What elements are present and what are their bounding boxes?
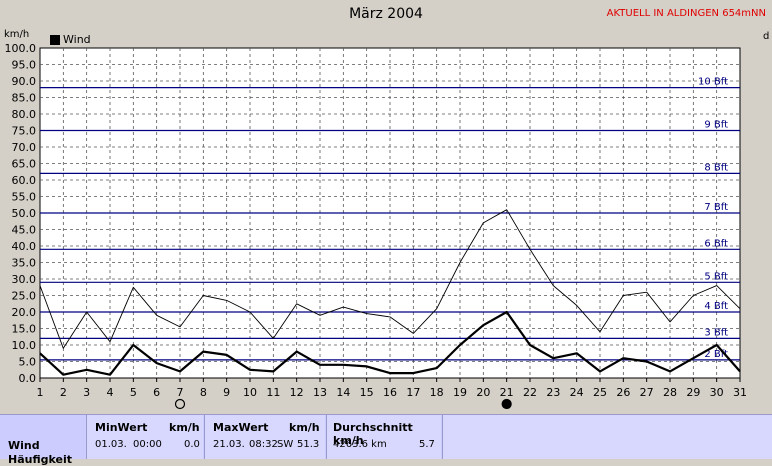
x-tick-label: 14	[336, 386, 350, 399]
avg-distance: 4263.6 km	[333, 439, 387, 450]
y-tick-label: 100.0	[5, 42, 37, 55]
full-moon-icon	[174, 398, 186, 410]
legend: Wind	[50, 33, 91, 46]
y-tick-label: 20.0	[12, 306, 37, 319]
max-date: 21.03.	[213, 439, 245, 450]
min-time: 00:00	[133, 439, 162, 450]
x-tick-label: 2	[60, 386, 67, 399]
x-tick-label: 21	[500, 386, 514, 399]
y-tick-label: 95.0	[12, 59, 37, 72]
y-tick-label: 25.0	[12, 290, 37, 303]
x-tick-label: 27	[640, 386, 654, 399]
x-tick-label: 3	[83, 386, 90, 399]
beaufort-label: 7 Bft	[704, 202, 728, 213]
beaufort-label: 10 Bft	[698, 77, 728, 88]
beaufort-label: 2 Bft	[704, 349, 728, 360]
max-time: 08:32	[249, 439, 278, 450]
y-tick-label: 0.0	[19, 372, 37, 385]
y-tick-label: 35.0	[12, 257, 37, 270]
x-tick-label: 7	[177, 386, 184, 399]
x-tick-label: 23	[546, 386, 560, 399]
x-tick-label: 24	[570, 386, 584, 399]
avg-value: 5.7	[419, 439, 435, 450]
stats-row-label: Wind	[8, 439, 40, 452]
x-tick-label: 8	[200, 386, 207, 399]
x-tick-label: 16	[383, 386, 397, 399]
x-tick-label: 13	[313, 386, 327, 399]
y-tick-label: 65.0	[12, 158, 37, 171]
max-direction: SW	[277, 439, 294, 450]
x-tick-label: 6	[153, 386, 160, 399]
y-tick-label: 55.0	[12, 191, 37, 204]
y-tick-label: 30.0	[12, 273, 37, 286]
x-tick-label: 18	[430, 386, 444, 399]
beaufort-label: 4 Bft	[704, 301, 728, 312]
stats-panel: Wind Häufigkeit MinWert km/h 01.03. 00:0…	[0, 414, 772, 466]
y-tick-label: 70.0	[12, 141, 37, 154]
x-tick-label: 25	[593, 386, 607, 399]
x-tick-label: 28	[663, 386, 677, 399]
y-axis-unit: km/h	[4, 29, 30, 40]
right-axis-label: d	[763, 31, 770, 42]
wind-average-line	[39, 310, 741, 376]
x-tick-label: 29	[686, 386, 700, 399]
x-tick-label: 15	[360, 386, 374, 399]
max-column: MaxWert km/h 21.03. 08:32 SW 51.3	[204, 415, 325, 459]
stats-empty-area	[442, 415, 772, 459]
wind-gust-line	[39, 209, 741, 349]
x-tick-label: 19	[453, 386, 467, 399]
y-tick-label: 15.0	[12, 323, 37, 336]
y-tick-label: 85.0	[12, 92, 37, 105]
min-value: 0.0	[184, 439, 200, 450]
x-tick-label: 22	[523, 386, 537, 399]
min-header: MinWert	[95, 421, 148, 434]
x-tick-label: 9	[223, 386, 230, 399]
beaufort-label: 3 Bft	[704, 327, 728, 338]
avg-column: Durchschnitt km/h 4263.6 km 5.7	[326, 415, 441, 459]
station-label: AKTUELL IN ALDINGEN 654mNN	[606, 8, 766, 19]
y-tick-label: 90.0	[12, 75, 37, 88]
x-tick-label: 11	[266, 386, 280, 399]
beaufort-label: 9 Bft	[704, 120, 728, 131]
max-header: MaxWert	[213, 421, 269, 434]
legend-swatch	[50, 34, 60, 45]
x-tick-label: 5	[130, 386, 137, 399]
x-tick-label: 20	[476, 386, 490, 399]
y-tick-label: 10.0	[12, 339, 37, 352]
beaufort-label: 5 Bft	[704, 271, 728, 282]
max-value: 51.3	[297, 439, 320, 450]
new-moon-icon	[501, 398, 512, 410]
y-tick-label: 40.0	[12, 240, 37, 253]
x-tick-label: 31	[733, 386, 747, 399]
stats-row-label-2: Häufigkeit	[8, 453, 72, 466]
x-tick-label: 12	[290, 386, 304, 399]
y-tick-label: 80.0	[12, 108, 37, 121]
chart-title: März 2004	[349, 6, 423, 22]
min-unit: km/h	[169, 421, 200, 434]
y-tick-label: 50.0	[12, 207, 37, 220]
beaufort-label: 8 Bft	[704, 162, 728, 173]
y-tick-label: 75.0	[12, 125, 37, 138]
x-tick-label: 10	[243, 386, 257, 399]
x-tick-label: 17	[406, 386, 420, 399]
x-tick-label: 4	[107, 386, 114, 399]
x-tick-label: 1	[37, 386, 44, 399]
x-tick-label: 30	[710, 386, 724, 399]
avg-header: Durchschnitt km/h	[333, 421, 413, 447]
legend-label: Wind	[63, 33, 91, 46]
x-tick-label: 26	[616, 386, 630, 399]
y-tick-label: 5.0	[19, 356, 37, 369]
min-date: 01.03.	[95, 439, 127, 450]
beaufort-label: 6 Bft	[704, 238, 728, 249]
max-unit: km/h	[289, 421, 320, 434]
wind-chart: 0.0 5.0 10.0 15.0 20.0 25.0 30.0 35.0 40.0 45.0 50…	[5, 42, 747, 410]
y-tick-label: 60.0	[12, 174, 37, 187]
y-tick-label: 45.0	[12, 224, 37, 237]
min-column: MinWert km/h 01.03. 00:00 0.0	[86, 415, 203, 459]
